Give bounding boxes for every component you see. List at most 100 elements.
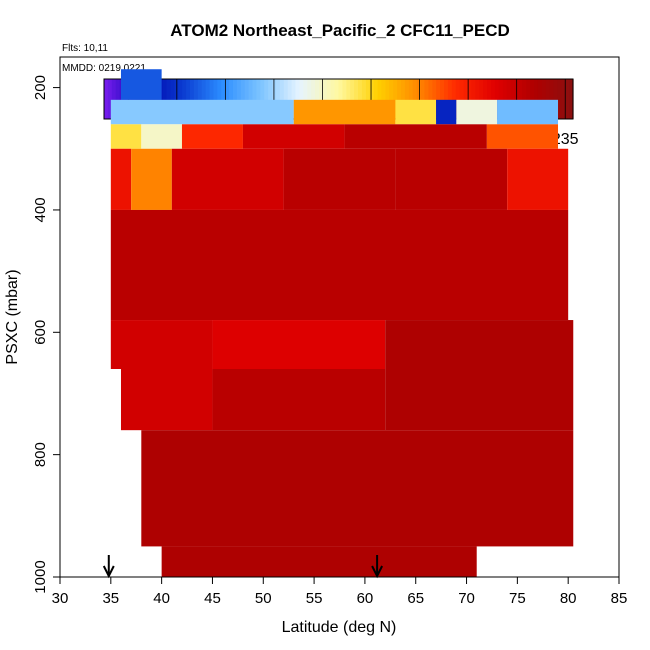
colorbar-segment (225, 79, 230, 119)
y-tick-label: 600 (32, 320, 49, 345)
colorbar-segment (455, 79, 461, 119)
colorbar-segment (561, 79, 566, 119)
colorbar-segment (545, 79, 551, 119)
colorbar-segment (104, 79, 109, 119)
colorbar-segment (533, 79, 539, 119)
flights-label: Flts: 10,11 (62, 43, 108, 54)
x-tick-label: 35 (102, 590, 119, 607)
colorbar-segment (397, 79, 402, 119)
colorbar-segment (315, 79, 320, 119)
colorbar-segment (569, 79, 574, 119)
colorbar-segment (217, 79, 222, 119)
colorbar-segment (494, 79, 500, 119)
colorbar-segment (479, 79, 484, 119)
colorbar-segment (401, 79, 406, 119)
colorbar-segment (311, 79, 316, 119)
colorbar-segment (369, 79, 375, 119)
colorbar-segment (463, 79, 469, 119)
colorbar-segment (354, 79, 359, 119)
heatmap-cell (212, 320, 386, 369)
heatmap-cell (141, 430, 574, 547)
colorbar-segment (416, 79, 422, 119)
x-tick-label: 40 (153, 590, 170, 607)
colorbar-segment (373, 79, 379, 119)
colorbar-segment (326, 79, 332, 119)
colorbar-segment (358, 79, 363, 119)
colorbar-segment (193, 79, 199, 119)
heatmap-cell (110, 99, 294, 125)
heatmap-cells (110, 69, 574, 577)
heatmap-cell (110, 209, 569, 321)
colorbar-segment (498, 79, 504, 119)
latitude-arrows (102, 555, 383, 579)
chart-title: ATOM2 Northeast_Pacific_2 CFC11_PECD (170, 21, 510, 40)
x-axis: 30 35 40 45 50 55 60 65 70 75 80 85 (52, 576, 628, 607)
colorbar-segment (444, 79, 449, 119)
colorbar-segment (389, 79, 394, 119)
colorbar-segment (361, 79, 367, 119)
x-tick-label: 65 (407, 590, 424, 607)
colorbar-segment (393, 79, 398, 119)
colorbar-segment (412, 79, 418, 119)
colorbar-segment (229, 79, 234, 119)
colorbar-segment (467, 79, 472, 119)
colorbar-segment (530, 79, 535, 119)
colorbar-segment (291, 79, 297, 119)
x-tick-label: 50 (255, 590, 272, 607)
colorbar-segment (518, 79, 523, 119)
colorbar-segment (236, 79, 242, 119)
colorbar-segment (350, 79, 355, 119)
colorbar-segment (490, 79, 496, 119)
colorbar-segment (404, 79, 410, 119)
y-tick-label: 800 (32, 442, 49, 467)
x-tick-label: 30 (52, 590, 69, 607)
heatmap-cell (242, 124, 345, 149)
colorbar-segment (299, 79, 304, 119)
heatmap-cell (395, 99, 437, 125)
colorbar-segment (260, 79, 265, 119)
heatmap-cell (293, 99, 396, 125)
colorbar-segment (213, 79, 218, 119)
colorbar-segment (553, 79, 558, 119)
colorbar-segment (440, 79, 445, 119)
x-tick-label: 45 (204, 590, 221, 607)
heatmap-cell (385, 320, 574, 369)
colorbar-segment (424, 79, 429, 119)
colorbar-segment (385, 79, 390, 119)
heatmap-cell (120, 369, 213, 431)
y-axis-label: PSXC (mbar) (4, 269, 21, 364)
colorbar-segment (322, 79, 328, 119)
heatmap-cell (344, 124, 487, 149)
colorbar-segment (447, 79, 453, 119)
colorbar-segment (252, 79, 258, 119)
colorbar-segment (232, 79, 238, 119)
x-tick-label: 85 (611, 590, 628, 607)
mmdd-label: MMDD: 0219,0221 (62, 63, 146, 74)
colorbar-segment (256, 79, 261, 119)
colorbar-segment (111, 79, 117, 119)
colorbar-segment (541, 79, 547, 119)
colorbar-segment (283, 79, 289, 119)
colorbar-segment (346, 79, 351, 119)
colorbar-segment (318, 79, 324, 119)
x-tick-label: 70 (458, 590, 475, 607)
heatmap-cell (486, 124, 559, 149)
colorbar-segment (201, 79, 207, 119)
heatmap-cell (131, 148, 172, 210)
x-tick-label: 75 (509, 590, 526, 607)
colorbar-segment (381, 79, 386, 119)
colorbar-segment (334, 79, 340, 119)
colorbar-tick-label: 235 (552, 131, 579, 148)
colorbar-segment (244, 79, 250, 119)
colorbar-segment (170, 79, 175, 119)
heatmap-cell (110, 148, 132, 210)
colorbar-segment (330, 79, 336, 119)
colorbar-segment (471, 79, 476, 119)
colorbar-segment (342, 79, 347, 119)
colorbar-segment (268, 79, 273, 119)
latitude-arrow-head (102, 565, 115, 579)
colorbar-segment (107, 79, 113, 119)
heatmap-cell (385, 369, 574, 431)
heatmap-cell (110, 320, 213, 369)
